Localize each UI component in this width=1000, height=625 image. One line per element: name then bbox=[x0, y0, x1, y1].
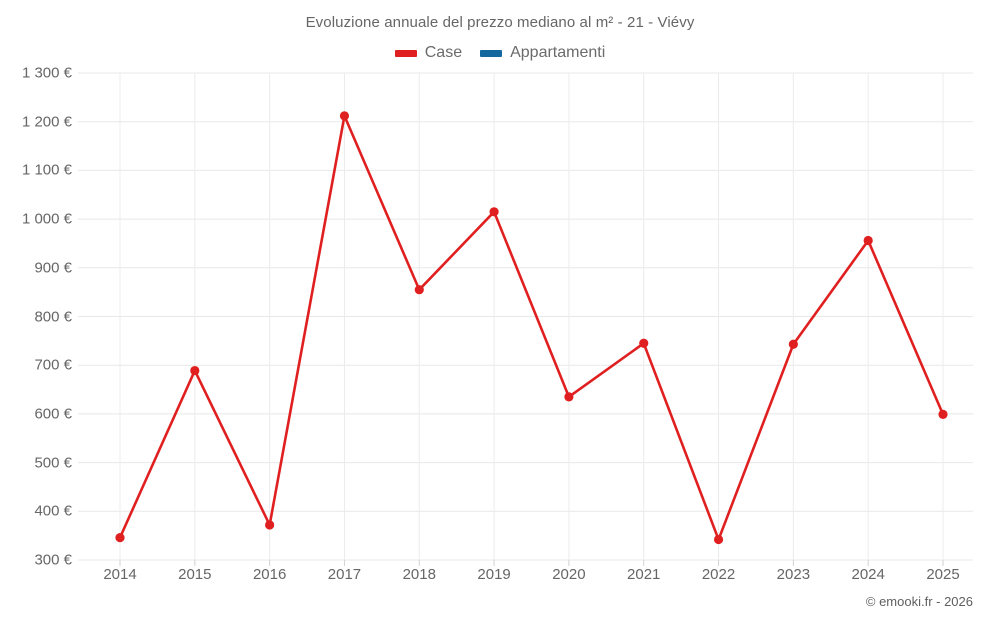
legend-item-case[interactable]: Case bbox=[394, 44, 463, 62]
series-points bbox=[115, 111, 948, 545]
data-point-marker[interactable] bbox=[414, 285, 424, 295]
data-point-marker[interactable] bbox=[863, 235, 873, 246]
y-axis-tick-label: 1 200 € bbox=[21, 113, 72, 131]
series-lines bbox=[118, 114, 945, 541]
data-point-marker[interactable] bbox=[564, 392, 574, 402]
y-axis-labels: 1 300 € 1 200 € 1 100 € 1 000 € 900 € 800 € 70… bbox=[0, 0, 72, 625]
y-axis-tick-label: 800 € bbox=[34, 308, 72, 325]
chart-legend: Case Appartamenti bbox=[0, 44, 1000, 62]
data-point-marker[interactable] bbox=[339, 111, 350, 121]
y-axis-tick-label: 1 300 € bbox=[21, 64, 72, 82]
y-axis-tick-label: 500 € bbox=[34, 454, 72, 472]
legend-swatch-icon-appartamenti bbox=[480, 49, 503, 57]
legend-swatch-icon-case bbox=[394, 49, 417, 57]
y-axis-tick-label: 1 000 € bbox=[21, 210, 72, 228]
legend-label-case: Case bbox=[424, 44, 463, 61]
x-axis-tick-label: 2025 bbox=[926, 566, 960, 583]
plot-area bbox=[78, 72, 973, 566]
y-axis-tick-label: 900 € bbox=[34, 259, 72, 277]
y-axis-tick-label: 400 € bbox=[34, 502, 72, 520]
data-point-marker[interactable] bbox=[489, 207, 499, 217]
x-axis-tick-label: 2014 bbox=[103, 566, 137, 583]
y-axis-tick-label: 600 € bbox=[34, 405, 72, 423]
y-axis-tick-label: 700 € bbox=[34, 356, 72, 374]
data-point-marker[interactable] bbox=[190, 365, 200, 376]
data-point-marker[interactable] bbox=[788, 339, 798, 349]
x-axis-tick-label: 2021 bbox=[627, 566, 661, 583]
data-point-marker[interactable] bbox=[938, 409, 948, 419]
data-point-marker[interactable] bbox=[639, 338, 649, 348]
x-axis-tick-label: 2018 bbox=[402, 566, 436, 583]
x-axis-tick-label: 2020 bbox=[552, 566, 586, 583]
legend-item-appartamenti[interactable]: Appartamenti bbox=[480, 44, 605, 62]
x-axis-tick-label: 2023 bbox=[776, 566, 811, 583]
x-axis-tick-label: 2016 bbox=[252, 566, 287, 583]
chart-title: Evoluzione annuale del prezzo mediano al… bbox=[305, 14, 695, 31]
y-axis-tick-label: 300 € bbox=[34, 551, 72, 569]
chart-plot-svg bbox=[78, 72, 973, 566]
y-axis-tick-label: 1 100 € bbox=[21, 161, 72, 179]
x-axis-tick-label: 2019 bbox=[477, 566, 511, 583]
x-axis-labels: 2014 2015 2016 2017 2018 2019 2020 2021 2022 2023… bbox=[78, 566, 973, 592]
x-axis-tick-label: 2015 bbox=[178, 566, 212, 583]
x-axis-tick-label: 2022 bbox=[701, 566, 736, 583]
footer-credit: © emooki.fr - 2026 bbox=[865, 594, 973, 609]
grid-lines bbox=[78, 72, 973, 566]
data-point-marker[interactable] bbox=[265, 520, 275, 530]
data-point-marker[interactable] bbox=[713, 534, 724, 545]
legend-label-appartamenti: Appartamenti bbox=[510, 44, 606, 61]
x-axis-tick-label: 2017 bbox=[327, 566, 362, 583]
series-line-case bbox=[118, 114, 945, 541]
x-axis-tick-label: 2024 bbox=[851, 566, 885, 583]
data-point-marker[interactable] bbox=[115, 533, 125, 543]
